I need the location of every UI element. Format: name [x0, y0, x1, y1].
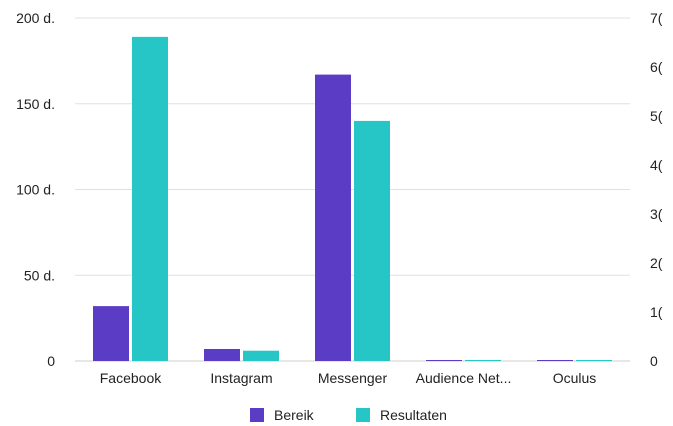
x-category-label: Messenger: [318, 370, 388, 386]
y-left-tick-label: 0: [47, 353, 55, 369]
bar-bereik-4[interactable]: [537, 360, 573, 361]
y-right-tick-label: 4(: [650, 157, 663, 173]
left-y-axis: 0 50 d. 100 d. 150 d. 200 d.: [16, 10, 55, 369]
bar-bereik-1[interactable]: [204, 348, 240, 361]
legend-item-resultaten[interactable]: Resultaten: [356, 407, 447, 423]
y-left-tick-label: 200 d.: [16, 10, 55, 26]
y-left-tick-label: 100 d.: [16, 182, 55, 198]
y-left-tick-label: 150 d.: [16, 96, 55, 112]
right-y-axis: 0 1( 2( 3( 4( 5( 6( 7(: [650, 10, 663, 369]
y-left-tick-label: 50 d.: [24, 267, 55, 283]
bar-resultaten-0[interactable]: [132, 36, 168, 362]
y-right-tick-label: 5(: [650, 108, 663, 124]
bar-bereik-0[interactable]: [93, 306, 129, 361]
bar-resultaten-3[interactable]: [465, 360, 501, 361]
x-category-label: Oculus: [553, 370, 597, 386]
y-right-tick-label: 7(: [650, 10, 663, 26]
legend-swatch: [250, 408, 264, 422]
y-right-tick-label: 6(: [650, 59, 663, 75]
bar-resultaten-2[interactable]: [354, 120, 390, 362]
y-right-tick-label: 2(: [650, 255, 663, 271]
y-right-tick-label: 1(: [650, 304, 663, 320]
x-category-label: Facebook: [100, 370, 162, 386]
x-category-label: Instagram: [210, 370, 272, 386]
legend-item-bereik[interactable]: Bereik: [250, 407, 315, 423]
x-axis: Facebook Instagram Messenger Audience Net..…: [100, 370, 597, 386]
y-right-tick-label: 3(: [650, 206, 663, 222]
legend-swatch: [356, 408, 370, 422]
legend-label: Bereik: [274, 407, 315, 423]
legend-label: Resultaten: [380, 407, 447, 423]
bar-bereik-3[interactable]: [426, 360, 462, 361]
bar-resultaten-1[interactable]: [243, 350, 279, 361]
x-category-label: Audience Net...: [416, 370, 512, 386]
y-right-tick-label: 0: [650, 353, 658, 369]
legend[interactable]: Bereik Resultaten: [250, 407, 447, 423]
bar-resultaten-4[interactable]: [576, 360, 612, 361]
bars: [93, 36, 612, 362]
bar-bereik-2[interactable]: [315, 74, 351, 361]
